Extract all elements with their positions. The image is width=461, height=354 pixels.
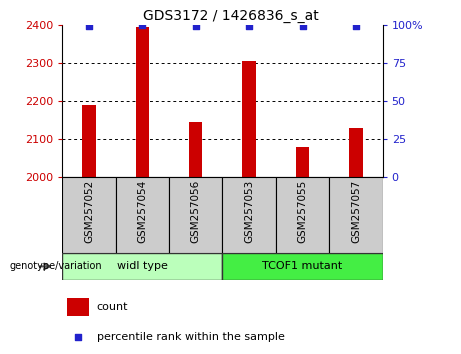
Text: TCOF1 mutant: TCOF1 mutant — [262, 261, 343, 272]
Text: percentile rank within the sample: percentile rank within the sample — [97, 332, 285, 342]
Bar — [136, 27, 149, 177]
Text: widl type: widl type — [117, 261, 168, 272]
Bar — [276, 177, 329, 253]
Bar — [82, 105, 95, 177]
Point — [352, 23, 360, 29]
Text: GSM257053: GSM257053 — [244, 179, 254, 243]
Bar — [242, 61, 256, 177]
Bar — [223, 177, 276, 253]
Bar — [223, 253, 383, 280]
Point — [85, 23, 93, 29]
Bar — [169, 177, 222, 253]
Point — [245, 23, 253, 29]
Bar — [116, 177, 169, 253]
Bar — [62, 253, 222, 280]
Point — [74, 335, 81, 340]
Bar — [349, 127, 363, 177]
Bar — [62, 177, 116, 253]
Bar — [296, 147, 309, 177]
Bar — [67, 297, 89, 315]
Bar — [189, 122, 202, 177]
Text: GSM257054: GSM257054 — [137, 179, 148, 243]
Text: GSM257052: GSM257052 — [84, 179, 94, 243]
Text: genotype/variation: genotype/variation — [9, 261, 102, 271]
Point — [192, 23, 200, 29]
Text: GSM257055: GSM257055 — [297, 179, 307, 243]
Text: count: count — [97, 302, 128, 312]
Text: GDS3172 / 1426836_s_at: GDS3172 / 1426836_s_at — [142, 9, 319, 23]
Point — [139, 22, 146, 28]
Text: GSM257057: GSM257057 — [351, 179, 361, 243]
Point — [299, 23, 306, 29]
Bar — [329, 177, 383, 253]
Text: GSM257056: GSM257056 — [191, 179, 201, 243]
